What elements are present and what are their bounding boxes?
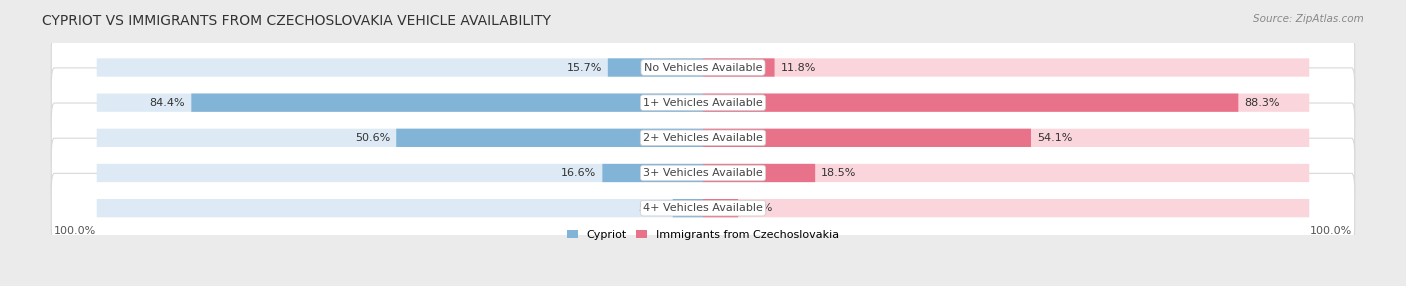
Text: 3+ Vehicles Available: 3+ Vehicles Available (643, 168, 763, 178)
FancyBboxPatch shape (51, 33, 1355, 102)
FancyBboxPatch shape (607, 58, 703, 77)
FancyBboxPatch shape (191, 94, 703, 112)
FancyBboxPatch shape (703, 58, 775, 77)
FancyBboxPatch shape (703, 129, 1309, 147)
FancyBboxPatch shape (703, 129, 1031, 147)
FancyBboxPatch shape (97, 58, 703, 77)
FancyBboxPatch shape (703, 94, 1239, 112)
Text: 100.0%: 100.0% (1309, 226, 1351, 236)
Text: 5.0%: 5.0% (638, 203, 666, 213)
FancyBboxPatch shape (703, 164, 815, 182)
FancyBboxPatch shape (97, 199, 703, 217)
Text: 100.0%: 100.0% (55, 226, 97, 236)
Text: 4+ Vehicles Available: 4+ Vehicles Available (643, 203, 763, 213)
Text: 1+ Vehicles Available: 1+ Vehicles Available (643, 98, 763, 108)
FancyBboxPatch shape (703, 164, 1309, 182)
FancyBboxPatch shape (396, 129, 703, 147)
FancyBboxPatch shape (703, 199, 1309, 217)
FancyBboxPatch shape (672, 199, 703, 217)
FancyBboxPatch shape (703, 94, 1309, 112)
FancyBboxPatch shape (97, 94, 703, 112)
Text: 11.8%: 11.8% (780, 63, 815, 73)
FancyBboxPatch shape (703, 58, 1309, 77)
Text: 2+ Vehicles Available: 2+ Vehicles Available (643, 133, 763, 143)
FancyBboxPatch shape (51, 173, 1355, 243)
FancyBboxPatch shape (703, 199, 738, 217)
Text: 54.1%: 54.1% (1038, 133, 1073, 143)
Text: 18.5%: 18.5% (821, 168, 856, 178)
Text: 15.7%: 15.7% (567, 63, 602, 73)
Text: No Vehicles Available: No Vehicles Available (644, 63, 762, 73)
Text: 88.3%: 88.3% (1244, 98, 1279, 108)
Legend: Cypriot, Immigrants from Czechoslovakia: Cypriot, Immigrants from Czechoslovakia (562, 225, 844, 244)
FancyBboxPatch shape (51, 68, 1355, 138)
Text: 84.4%: 84.4% (149, 98, 186, 108)
FancyBboxPatch shape (97, 129, 703, 147)
Text: CYPRIOT VS IMMIGRANTS FROM CZECHOSLOVAKIA VEHICLE AVAILABILITY: CYPRIOT VS IMMIGRANTS FROM CZECHOSLOVAKI… (42, 14, 551, 28)
Text: 16.6%: 16.6% (561, 168, 596, 178)
Text: 50.6%: 50.6% (354, 133, 391, 143)
FancyBboxPatch shape (97, 164, 703, 182)
Text: 5.8%: 5.8% (744, 203, 773, 213)
FancyBboxPatch shape (51, 103, 1355, 173)
FancyBboxPatch shape (602, 164, 703, 182)
Text: Source: ZipAtlas.com: Source: ZipAtlas.com (1253, 14, 1364, 24)
FancyBboxPatch shape (51, 138, 1355, 208)
